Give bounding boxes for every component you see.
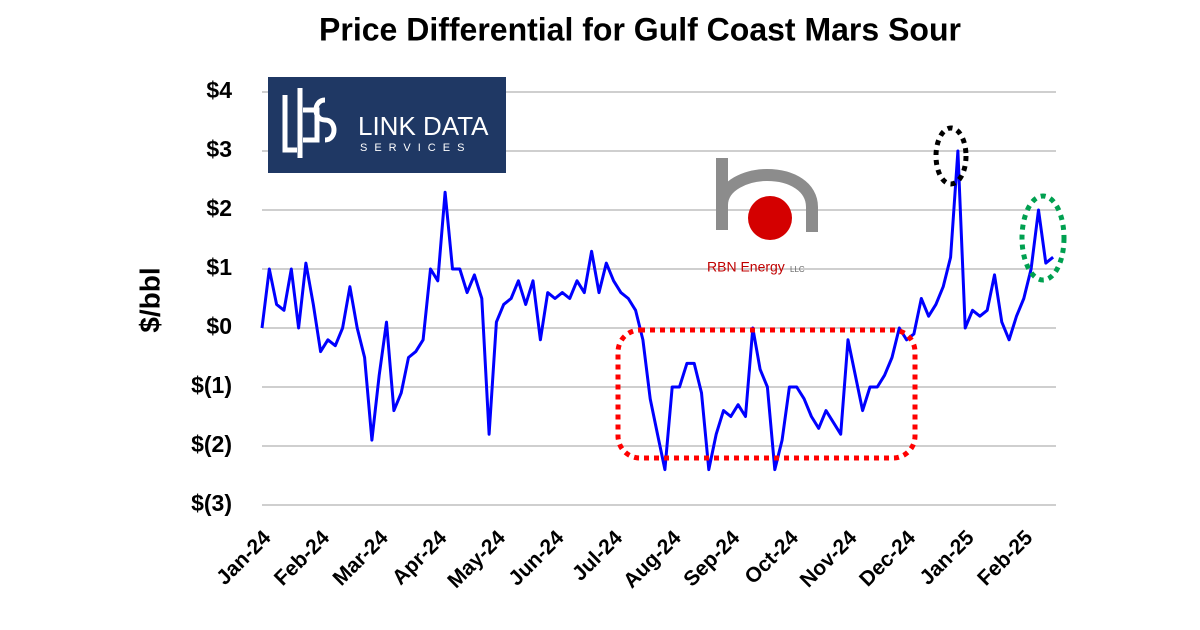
highlight-box xyxy=(615,327,918,461)
logo-mark xyxy=(282,88,337,158)
logo-text: RBN Energy xyxy=(707,259,785,275)
x-tick-label: Apr-24 xyxy=(388,526,452,590)
highlight-ellipse xyxy=(1019,193,1067,283)
x-tick-label: Nov-24 xyxy=(796,526,862,592)
y-tick-label: $2 xyxy=(206,195,232,221)
logo-text: SERVICES xyxy=(360,142,471,154)
x-tick-label: Sep-24 xyxy=(679,526,744,591)
x-tick-label: Mar-24 xyxy=(329,526,393,590)
y-tick-label: $(2) xyxy=(191,431,232,457)
link-data-logo: LINK DATA SERVICES xyxy=(268,77,506,173)
y-tick-label: $(3) xyxy=(191,490,232,516)
y-axis-label: $/bbl xyxy=(134,267,165,332)
x-tick-label: Oct-24 xyxy=(740,526,803,589)
x-tick-label: Jan-24 xyxy=(212,526,276,590)
y-tick-label: $0 xyxy=(206,313,232,339)
logo-text: LINK DATA xyxy=(358,111,489,141)
x-tick-label: Aug-24 xyxy=(619,526,686,593)
plot xyxy=(260,149,1055,472)
logo-text: LLC xyxy=(790,265,805,274)
chart-title: Price Differential for Gulf Coast Mars S… xyxy=(319,11,961,47)
y-tick-label: $(1) xyxy=(191,372,232,398)
x-tick-label: Jan-25 xyxy=(915,526,979,590)
y-tick-label: $3 xyxy=(206,136,232,162)
logo-mark xyxy=(716,158,818,232)
x-tick-label: Feb-25 xyxy=(973,526,1037,590)
x-tick-label: Jun-24 xyxy=(504,526,568,590)
y-tick-label: $1 xyxy=(206,254,232,280)
logo-mark xyxy=(748,196,792,240)
x-tick-label: Dec-24 xyxy=(855,526,920,591)
logo-box xyxy=(268,77,506,173)
highlight-ellipse xyxy=(933,125,969,187)
rbn-logo: RBN Energy LLC xyxy=(707,158,818,275)
x-tick-label: Feb-24 xyxy=(270,526,334,590)
x-tick-label: May-24 xyxy=(443,526,510,593)
y-tick-label: $4 xyxy=(206,77,232,103)
line-series xyxy=(260,149,1055,472)
